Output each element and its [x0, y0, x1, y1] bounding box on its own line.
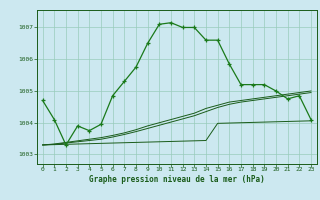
X-axis label: Graphe pression niveau de la mer (hPa): Graphe pression niveau de la mer (hPa) — [89, 175, 265, 184]
